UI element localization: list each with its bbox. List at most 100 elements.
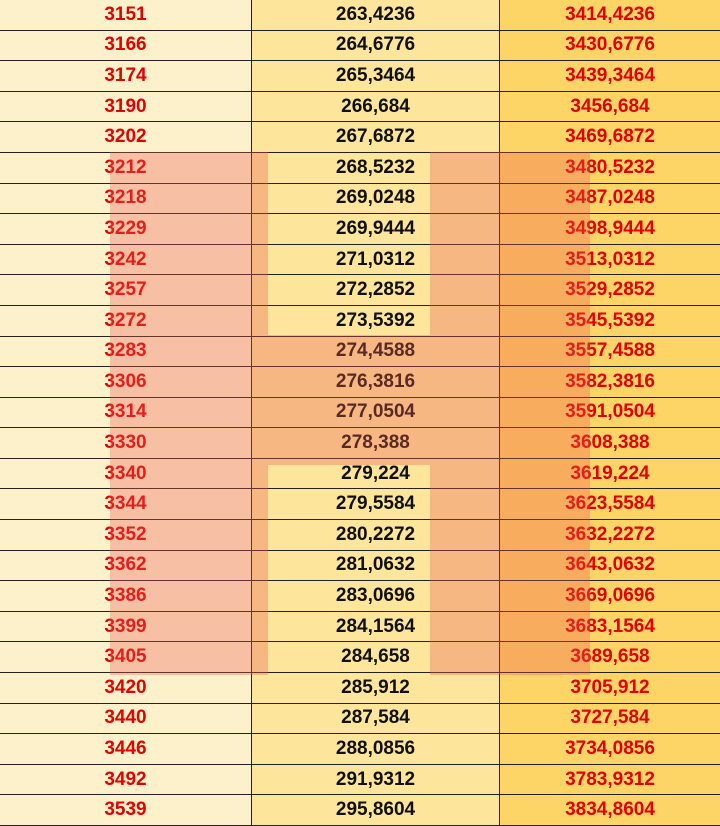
table-row: 3229 269,9444 3498,9444 <box>0 214 720 245</box>
table-cell: 3582,3816 <box>500 367 720 397</box>
table-cell: 3420 <box>0 673 252 703</box>
table-cell: 3683,1564 <box>500 611 720 642</box>
table-row: 3190 266,684 3456,684 <box>0 91 720 123</box>
table-cell: 291,9312 <box>252 764 500 795</box>
table-cell: 3734,0856 <box>500 734 720 764</box>
table-cell: 278,388 <box>252 428 500 458</box>
table-cell: 3783,9312 <box>500 764 720 795</box>
table-cell: 3705,912 <box>500 673 720 703</box>
table-row: 3218 269,0248 3487,0248 <box>0 183 720 215</box>
table-cell: 266,684 <box>252 91 500 122</box>
table-row: 3340 279,224 3619,224 <box>0 458 720 490</box>
table-cell: 3283 <box>0 336 252 367</box>
table-cell: 276,3816 <box>252 367 500 397</box>
table-row: 3399 284,1564 3683,1564 <box>0 611 720 643</box>
table-cell: 3340 <box>0 458 252 489</box>
table-cell: 279,224 <box>252 458 500 489</box>
table-cell: 3362 <box>0 550 252 581</box>
table-row: 3386 283,0696 3669,0696 <box>0 581 720 612</box>
table-row: 3492 291,9312 3783,9312 <box>0 764 720 796</box>
table-cell: 3623,5584 <box>500 489 720 520</box>
table-cell: 3480,5232 <box>500 152 720 183</box>
table-row: 3420 285,912 3705,912 <box>0 673 720 704</box>
table-row: 3405 284,658 3689,658 <box>0 642 720 674</box>
table-cell: 3539 <box>0 795 252 825</box>
table-cell: 3306 <box>0 367 252 397</box>
table-cell: 3314 <box>0 397 252 428</box>
table-cell: 3386 <box>0 581 252 611</box>
table-cell: 3487,0248 <box>500 183 720 214</box>
table-cell: 3632,2272 <box>500 520 720 550</box>
table-cell: 3272 <box>0 305 252 336</box>
table-cell: 283,0696 <box>252 581 500 611</box>
table-cell: 3469,6872 <box>500 122 720 152</box>
table-cell: 3643,0632 <box>500 550 720 581</box>
table-cell: 288,0856 <box>252 734 500 764</box>
table-cell: 3727,584 <box>500 703 720 734</box>
table-cell: 264,6776 <box>252 30 500 61</box>
table-cell: 3399 <box>0 611 252 642</box>
table-cell: 279,5584 <box>252 489 500 520</box>
table-cell: 3202 <box>0 122 252 152</box>
table-row: 3272 273,5392 3545,5392 <box>0 305 720 337</box>
table-cell: 3218 <box>0 183 252 214</box>
table-row: 3283 274,4588 3557,4588 <box>0 336 720 368</box>
table-cell: 3352 <box>0 520 252 550</box>
table-row: 3539 295,8604 3834,8604 <box>0 795 720 826</box>
table-cell: 3498,9444 <box>500 214 720 244</box>
table-cell: 281,0632 <box>252 550 500 581</box>
table-cell: 3440 <box>0 703 252 734</box>
table-cell: 265,3464 <box>252 61 500 91</box>
table-cell: 267,6872 <box>252 122 500 152</box>
table-cell: 280,2272 <box>252 520 500 550</box>
table-cell: 3414,4236 <box>500 0 720 30</box>
table-cell: 274,4588 <box>252 336 500 367</box>
table-cell: 3330 <box>0 428 252 458</box>
table-cell: 269,9444 <box>252 214 500 244</box>
table-cell: 3591,0504 <box>500 397 720 428</box>
table-row: 3212 268,5232 3480,5232 <box>0 152 720 184</box>
table-cell: 269,0248 <box>252 183 500 214</box>
table-row: 3306 276,3816 3582,3816 <box>0 367 720 398</box>
table-row: 3352 280,2272 3632,2272 <box>0 520 720 551</box>
table-cell: 3151 <box>0 0 252 30</box>
table-cell: 3212 <box>0 152 252 183</box>
table-cell: 3529,2852 <box>500 275 720 305</box>
table-cell: 3166 <box>0 30 252 61</box>
table-cell: 3190 <box>0 91 252 122</box>
table-row: 3362 281,0632 3643,0632 <box>0 550 720 582</box>
table-cell: 277,0504 <box>252 397 500 428</box>
table-row: 3257 272,2852 3529,2852 <box>0 275 720 306</box>
table-cell: 3492 <box>0 764 252 795</box>
table-cell: 285,912 <box>252 673 500 703</box>
table-cell: 3405 <box>0 642 252 673</box>
table-row: 3166 264,6776 3430,6776 <box>0 30 720 62</box>
table-row: 3202 267,6872 3469,6872 <box>0 122 720 153</box>
table-cell: 3557,4588 <box>500 336 720 367</box>
table-cell: 3229 <box>0 214 252 244</box>
table-cell: 263,4236 <box>252 0 500 30</box>
table-cell: 268,5232 <box>252 152 500 183</box>
table-row: 3440 287,584 3727,584 <box>0 703 720 735</box>
table-cell: 3439,3464 <box>500 61 720 91</box>
table-cell: 3834,8604 <box>500 795 720 825</box>
table-row: 3151 263,4236 3414,4236 <box>0 0 720 31</box>
table-cell: 3174 <box>0 61 252 91</box>
table-row: 3242 271,0312 3513,0312 <box>0 244 720 276</box>
table-cell: 273,5392 <box>252 305 500 336</box>
table-row: 3344 279,5584 3623,5584 <box>0 489 720 521</box>
table-cell: 3619,224 <box>500 458 720 489</box>
table-cell: 284,1564 <box>252 611 500 642</box>
table-cell: 272,2852 <box>252 275 500 305</box>
table-cell: 3513,0312 <box>500 244 720 275</box>
table-row: 3330 278,388 3608,388 <box>0 428 720 459</box>
table-cell: 3669,0696 <box>500 581 720 611</box>
table-cell: 287,584 <box>252 703 500 734</box>
table-cell: 3545,5392 <box>500 305 720 336</box>
table-row: 3314 277,0504 3591,0504 <box>0 397 720 429</box>
table-cell: 3430,6776 <box>500 30 720 61</box>
table-cell: 3344 <box>0 489 252 520</box>
table-cell: 271,0312 <box>252 244 500 275</box>
table-cell: 3242 <box>0 244 252 275</box>
